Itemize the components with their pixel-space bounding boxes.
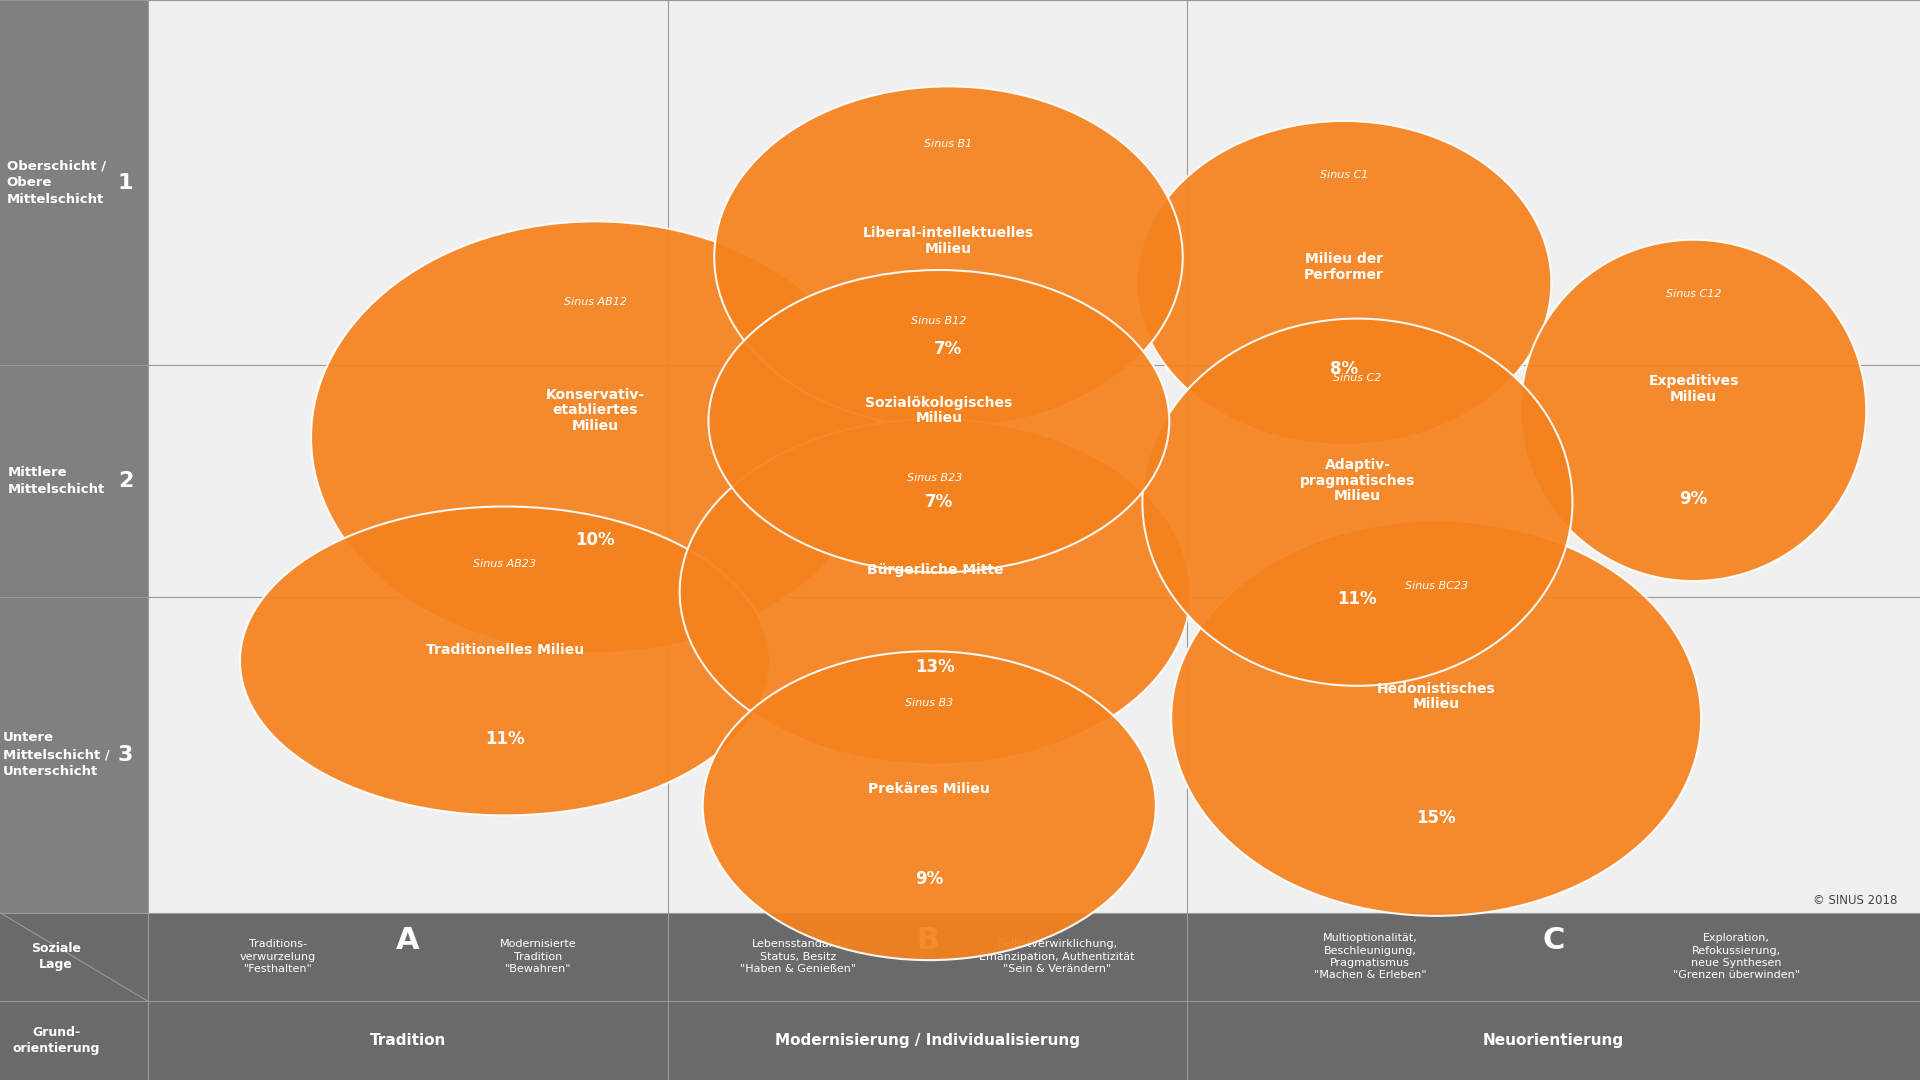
Text: Traditionelles Milieu: Traditionelles Milieu — [426, 644, 584, 657]
Text: Mittlere
Mittelschicht: Mittlere Mittelschicht — [8, 467, 106, 496]
Text: Bürgerliche Mitte: Bürgerliche Mitte — [866, 564, 1004, 577]
Text: Selbstverwirklichung,
Emanzipation, Authentizität
"Sein & Verändern": Selbstverwirklichung, Emanzipation, Auth… — [979, 940, 1135, 974]
Text: 8%: 8% — [1331, 361, 1357, 378]
Text: Multioptionalität,
Beschleunigung,
Pragmatismus
"Machen & Erleben": Multioptionalität, Beschleunigung, Pragm… — [1313, 933, 1427, 981]
Text: Milieu der
Performer: Milieu der Performer — [1304, 252, 1384, 282]
Text: Sinus C2: Sinus C2 — [1332, 373, 1382, 383]
Text: Liberal-intellektuelles
Milieu: Liberal-intellektuelles Milieu — [862, 226, 1035, 256]
Text: Tradition: Tradition — [371, 1034, 445, 1048]
Text: 3: 3 — [117, 745, 132, 765]
Text: Sinus C1: Sinus C1 — [1319, 170, 1369, 180]
Polygon shape — [0, 913, 1920, 1080]
Text: Sinus B23: Sinus B23 — [908, 473, 962, 484]
Text: A: A — [396, 926, 420, 955]
Ellipse shape — [680, 419, 1190, 765]
Text: Sinus AB12: Sinus AB12 — [564, 297, 626, 308]
Text: 7%: 7% — [935, 340, 962, 357]
Text: 9%: 9% — [1680, 490, 1707, 508]
Text: 9%: 9% — [916, 870, 943, 888]
Text: 15%: 15% — [1417, 809, 1455, 826]
Text: Sinus C12: Sinus C12 — [1667, 288, 1720, 299]
Text: 7%: 7% — [925, 494, 952, 511]
Text: Sinus B12: Sinus B12 — [912, 315, 966, 326]
Text: Sinus AB23: Sinus AB23 — [474, 558, 536, 569]
Text: 1: 1 — [117, 173, 132, 192]
Text: Modernisierte
Tradition
"Bewahren": Modernisierte Tradition "Bewahren" — [499, 940, 576, 974]
Text: Adaptiv-
pragmatisches
Milieu: Adaptiv- pragmatisches Milieu — [1300, 458, 1415, 503]
Ellipse shape — [1142, 319, 1572, 686]
Ellipse shape — [240, 507, 770, 815]
Text: 2: 2 — [117, 471, 132, 491]
Text: Neuorientierung: Neuorientierung — [1482, 1034, 1624, 1048]
Text: C: C — [1542, 926, 1565, 955]
Text: Hedonistisches
Milieu: Hedonistisches Milieu — [1377, 681, 1496, 712]
Text: © SINUS 2018: © SINUS 2018 — [1812, 894, 1897, 907]
Text: Oberschicht /
Obere
Mittelschicht: Oberschicht / Obere Mittelschicht — [6, 159, 106, 206]
Ellipse shape — [1171, 521, 1701, 916]
Text: Exploration,
Refokussierung,
neue Synthesen
"Grenzen überwinden": Exploration, Refokussierung, neue Synthe… — [1672, 933, 1801, 981]
Polygon shape — [0, 0, 148, 913]
Ellipse shape — [1137, 121, 1551, 445]
Text: Modernisierung / Individualisierung: Modernisierung / Individualisierung — [776, 1034, 1079, 1048]
Text: 11%: 11% — [486, 730, 524, 747]
Polygon shape — [148, 0, 1920, 913]
Text: Sinus B3: Sinus B3 — [904, 698, 954, 708]
Ellipse shape — [708, 270, 1169, 572]
Text: 13%: 13% — [916, 659, 954, 676]
Text: Sozialökologisches
Milieu: Sozialökologisches Milieu — [866, 395, 1012, 426]
Text: Traditions-
verwurzelung
"Festhalten": Traditions- verwurzelung "Festhalten" — [240, 940, 317, 974]
Ellipse shape — [311, 221, 879, 653]
Text: Sinus BC23: Sinus BC23 — [1405, 581, 1467, 592]
Text: Prekäres Milieu: Prekäres Milieu — [868, 783, 991, 796]
Text: Konservativ-
etabliertes
Milieu: Konservativ- etabliertes Milieu — [545, 388, 645, 433]
Text: Grund-
orientierung: Grund- orientierung — [13, 1026, 100, 1055]
Text: Soziale
Lage: Soziale Lage — [31, 943, 81, 971]
Text: 10%: 10% — [576, 531, 614, 549]
Ellipse shape — [714, 86, 1183, 428]
Text: 11%: 11% — [1338, 591, 1377, 608]
Text: Lebensstandard,
Status, Besitz
"Haben & Genießen": Lebensstandard, Status, Besitz "Haben & … — [739, 940, 856, 974]
Text: Expeditives
Milieu: Expeditives Milieu — [1647, 374, 1740, 404]
Text: Sinus B1: Sinus B1 — [924, 138, 973, 149]
Text: Untere
Mittelschicht /
Unterschicht: Untere Mittelschicht / Unterschicht — [2, 731, 109, 779]
Text: B: B — [916, 926, 939, 955]
Ellipse shape — [703, 651, 1156, 960]
Ellipse shape — [1521, 240, 1866, 581]
